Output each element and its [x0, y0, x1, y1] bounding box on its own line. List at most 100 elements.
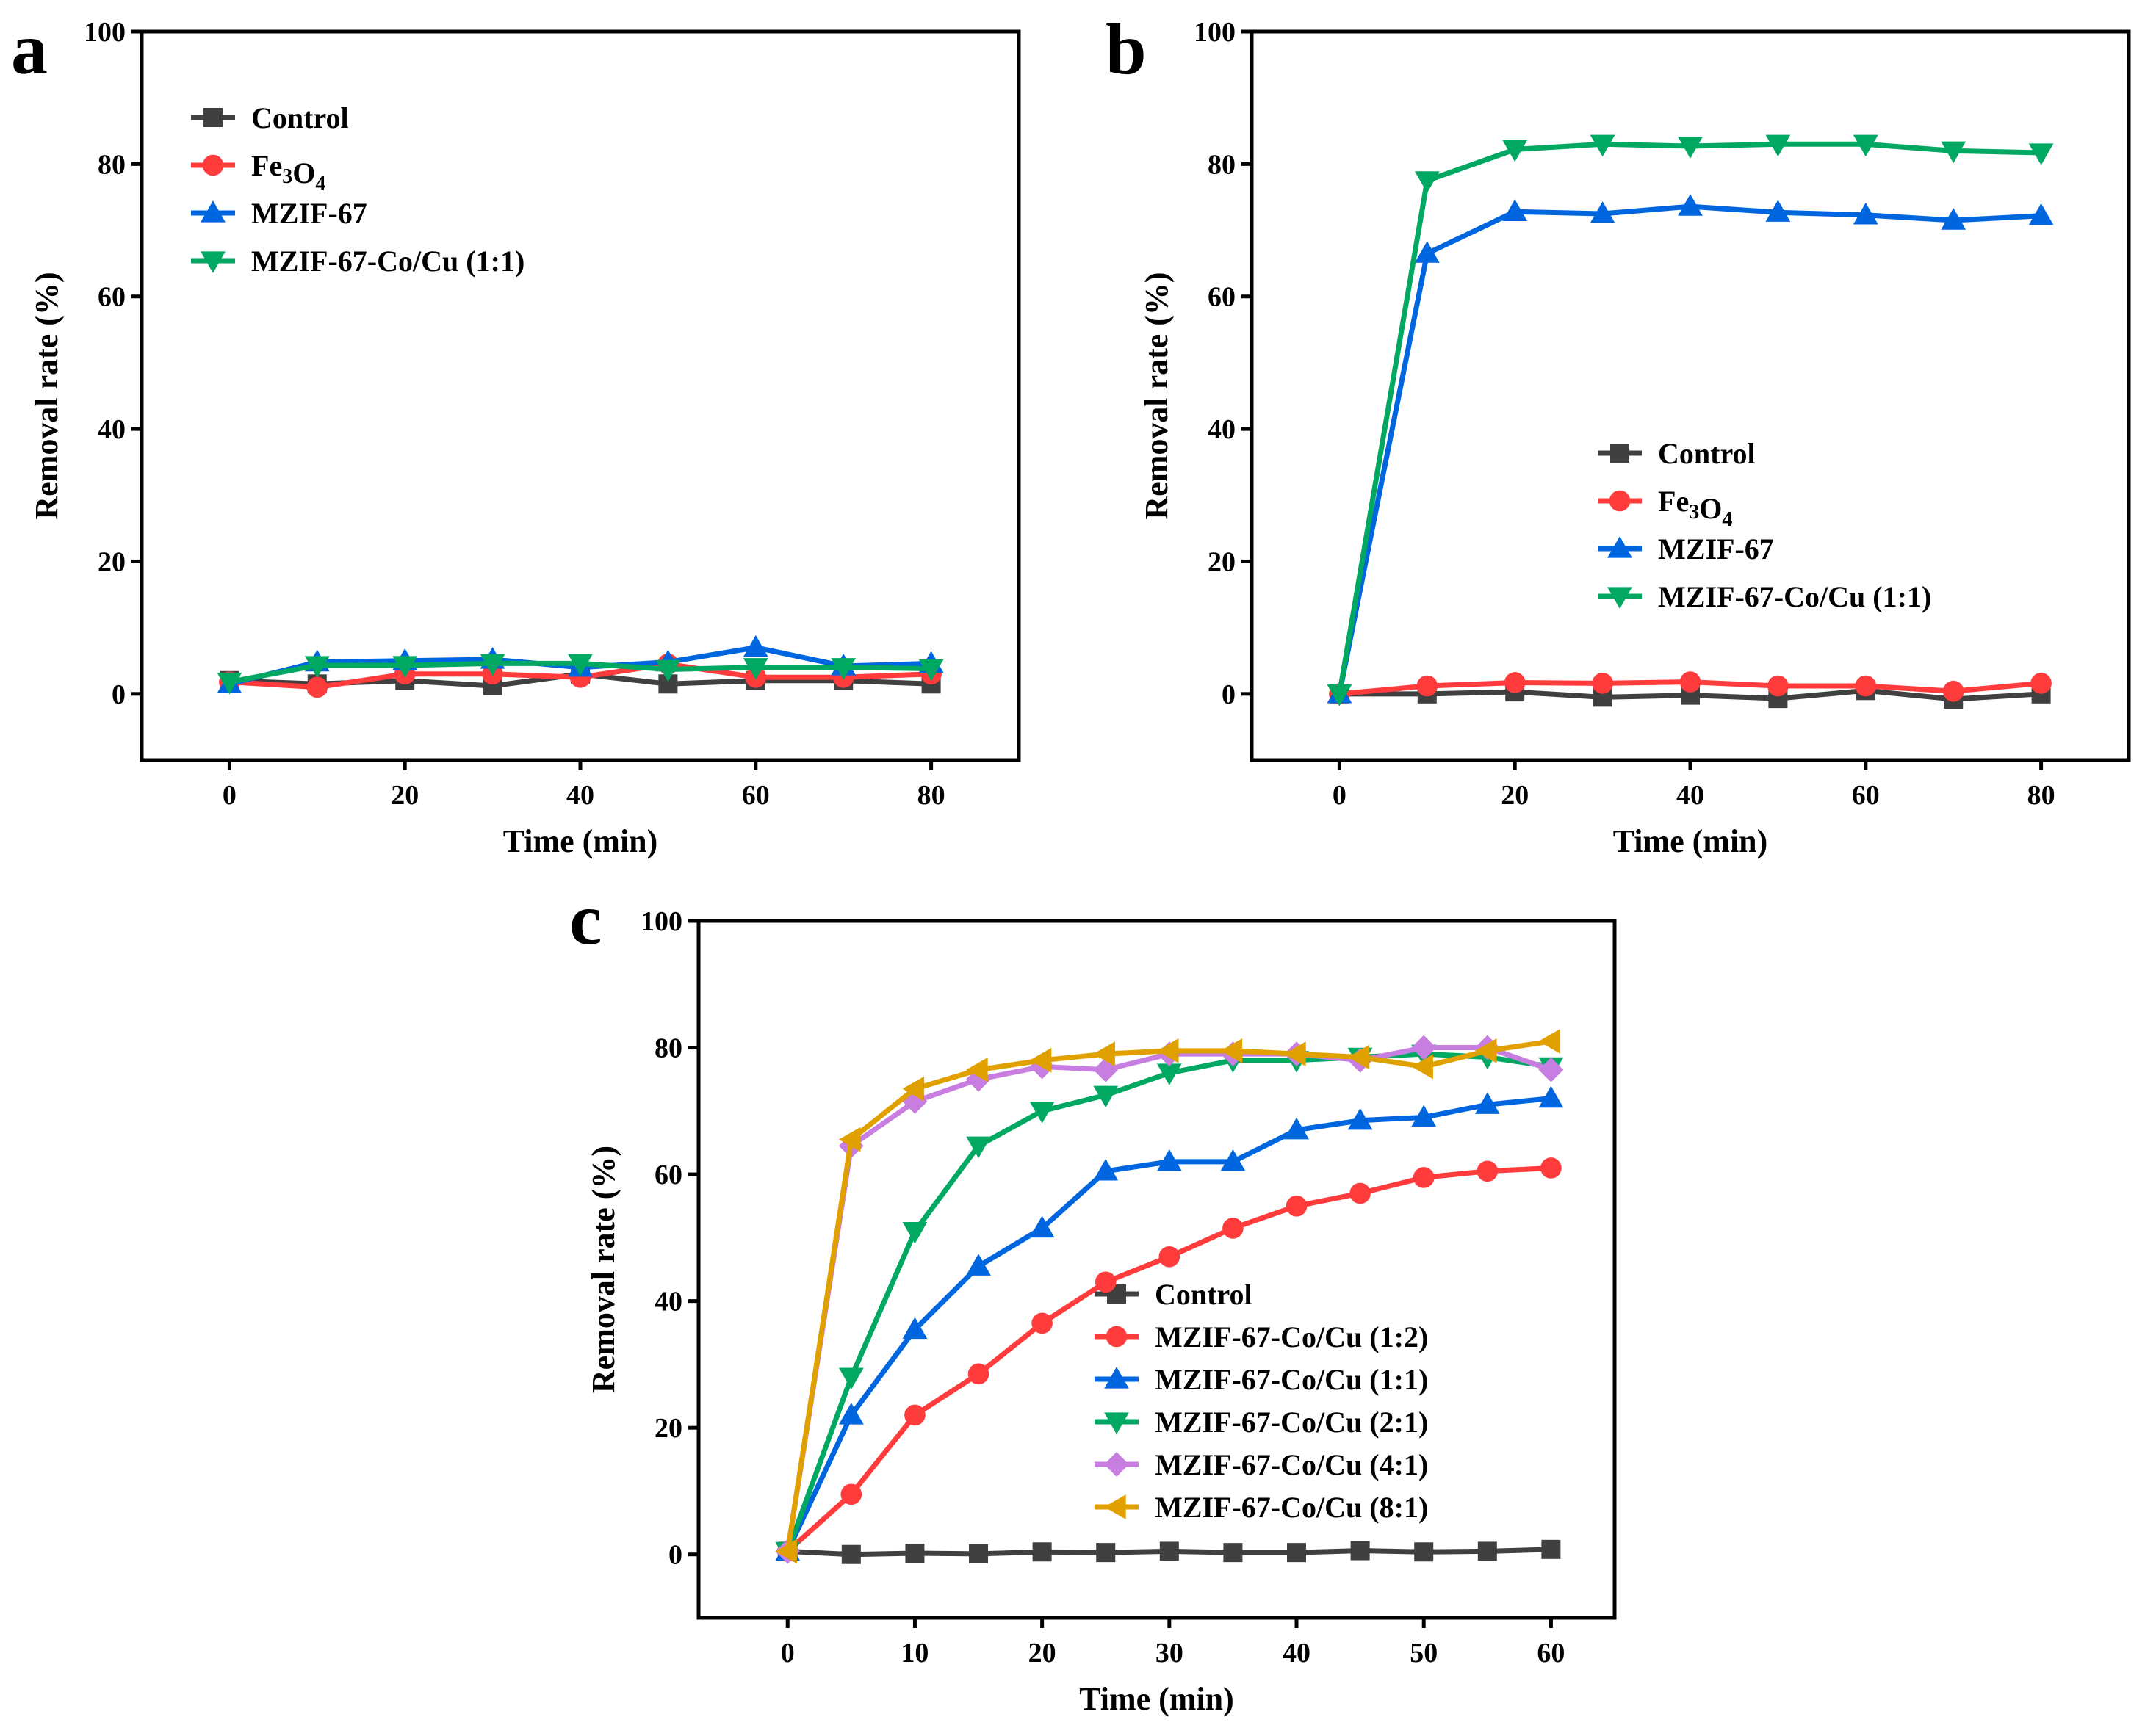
- data-point: [1287, 1543, 1307, 1563]
- text-run: o: [1302, 1320, 1316, 1353]
- text-run: [1362, 1320, 1369, 1353]
- text-run: /: [1316, 1491, 1325, 1524]
- text-run: -: [1231, 1491, 1241, 1524]
- text-run: F: [1214, 1406, 1231, 1439]
- text-run: I: [1705, 532, 1717, 565]
- x-tick-label: 80: [2027, 780, 2055, 811]
- text-run: :: [1394, 1320, 1404, 1353]
- text-run: 6: [1241, 1491, 1256, 1524]
- text-run: F: [310, 197, 328, 230]
- text-run: I: [1705, 580, 1717, 613]
- text-run: u: [1346, 1363, 1362, 1396]
- text-run: (: [1369, 1448, 1379, 1481]
- text-run: -: [1231, 1363, 1241, 1396]
- text-run: (: [1369, 1406, 1379, 1439]
- text-run: 7: [1256, 1491, 1271, 1524]
- text-run: M: [1155, 1363, 1183, 1396]
- text-run: F: [1717, 532, 1734, 565]
- text-run: -: [1271, 1406, 1280, 1439]
- data-point: [838, 1127, 861, 1152]
- y-tick-label: 100: [641, 906, 682, 937]
- data-point: [1156, 1038, 1179, 1063]
- data-point: [838, 1403, 864, 1425]
- text-run: 8: [1380, 1491, 1394, 1524]
- text-run: o: [1302, 1491, 1316, 1524]
- text-run: /: [1316, 1320, 1325, 1353]
- legend-marker: [1104, 1452, 1129, 1477]
- x-axis-label: Time (min): [1613, 823, 1768, 859]
- data-point: [1765, 134, 1791, 157]
- legend-item: MZIF-67-Co/Cu (1:1): [1598, 580, 1931, 613]
- legend-marker: [1106, 1326, 1128, 1348]
- data-point: [1220, 1149, 1246, 1171]
- panel-a: a 0 20 40 60 80 0 20 40 60 80 100 Time (min) Removal …: [11, 8, 1021, 859]
- data-point: [902, 1088, 928, 1114]
- text-run: (: [1369, 1491, 1379, 1524]
- legend-label: Control: [1155, 1278, 1252, 1311]
- legend-marker: [1104, 1412, 1129, 1434]
- text-run: F: [1658, 485, 1676, 518]
- legend-label: MZIF-67: [251, 197, 367, 230]
- data-point: [1096, 1543, 1116, 1563]
- series-mzif-67-co-cu-1-1-: [775, 1085, 1564, 1561]
- text-run: l: [341, 101, 349, 134]
- data-point: [1286, 1195, 1308, 1217]
- text-run: Z: [279, 197, 299, 230]
- y-tick-label: 80: [98, 149, 126, 180]
- data-point: [840, 1483, 862, 1505]
- text-run: -: [1271, 1320, 1280, 1353]
- text-run: C: [1324, 1406, 1346, 1439]
- y-tick-label: 80: [1208, 149, 1236, 180]
- series-mzif-67-co-cu-1-1-: [217, 654, 944, 695]
- data-point: [1592, 673, 1613, 694]
- y-axis-label: Removal rate (%): [585, 1146, 621, 1393]
- legend-marker: [203, 108, 223, 127]
- text-run: 7: [1256, 1448, 1271, 1481]
- data-point: [306, 676, 328, 698]
- text-run: [1362, 1448, 1369, 1481]
- legend-label: MZIF-67-Co/Cu (2:1): [1155, 1406, 1428, 1439]
- data-point: [966, 1057, 988, 1082]
- legend-marker: [1104, 1494, 1126, 1519]
- text-run: 7: [1759, 580, 1774, 613]
- text-run: 7: [353, 197, 367, 230]
- text-run: t: [1207, 1278, 1217, 1311]
- panel-c: c 0 10 20 30 40 50 60 0 20 40 60 80 100 Time (min) Remo…: [569, 878, 1617, 1717]
- text-run: 6: [1241, 1363, 1256, 1396]
- data-point: [967, 1363, 989, 1385]
- text-run: F: [1214, 1448, 1231, 1481]
- data-point: [1414, 241, 1440, 263]
- data-point: [1538, 1085, 1564, 1108]
- subscript: 4: [315, 173, 325, 195]
- data-point: [2028, 143, 2054, 165]
- text-run: Z: [1183, 1320, 1203, 1353]
- data-point: [304, 656, 330, 678]
- text-run: C: [1280, 1406, 1302, 1439]
- legend-marker: [201, 251, 226, 273]
- text-run: -: [1231, 1320, 1241, 1353]
- text-run: I: [1202, 1406, 1214, 1439]
- legend-label: MZIF-67-Co/Cu (8:1): [1155, 1491, 1428, 1524]
- text-run: C: [1280, 1448, 1302, 1481]
- data-point: [1474, 1092, 1500, 1114]
- legend-item: MZIF-67-Co/Cu (8:1): [1095, 1491, 1428, 1524]
- text-run: -: [1734, 532, 1744, 565]
- text-run: e: [1676, 485, 1689, 518]
- text-run: C: [1155, 1278, 1176, 1311]
- data-point: [1538, 1029, 1561, 1054]
- text-run: :: [1394, 1406, 1404, 1439]
- text-run: [1865, 580, 1872, 613]
- data-point: [1220, 1038, 1243, 1063]
- text-run: C: [1324, 1363, 1346, 1396]
- legend-item: Fe3O4: [1598, 485, 1732, 531]
- y-tick-label: 80: [655, 1033, 682, 1064]
- text-run: O: [292, 156, 315, 189]
- y-tick-label: 0: [668, 1540, 682, 1571]
- legend-item: MZIF-67: [1598, 532, 1774, 565]
- text-run: t: [1710, 437, 1720, 470]
- data-point: [1093, 1158, 1119, 1181]
- text-run: M: [1658, 580, 1686, 613]
- text-run: (: [1872, 580, 1882, 613]
- data-point: [568, 654, 593, 676]
- legend-label: MZIF-67-Co/Cu (1:1): [251, 245, 524, 278]
